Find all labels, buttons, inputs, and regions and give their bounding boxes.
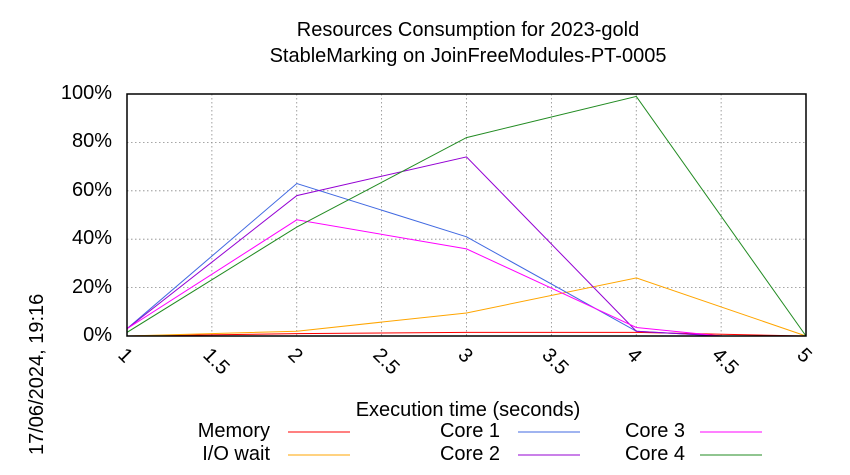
series-lines <box>126 95 807 337</box>
legend <box>288 431 762 456</box>
x-axis-label: Execution time (seconds) <box>355 399 581 421</box>
legend-label: Core 3 <box>624 420 685 442</box>
timestamp-label: 17/06/2024, 19:16 <box>26 293 48 455</box>
y-tick-label: 0% <box>83 324 112 346</box>
chart-title: Resources Consumption for 2023-gold <box>296 19 640 41</box>
chart-subtitle: StableMarking on JoinFreeModules-PT-0005 <box>269 45 667 67</box>
series-line-i-o-wait <box>126 277 807 337</box>
legend-label: Core 4 <box>624 443 685 465</box>
legend-label: Core 2 <box>439 443 500 465</box>
y-tick-label: 60% <box>71 178 112 201</box>
legend-label: Core 1 <box>439 420 500 442</box>
y-tick-label: 20% <box>71 275 112 298</box>
legend-label: Memory <box>197 420 270 442</box>
y-tick-label: 40% <box>71 227 112 250</box>
y-tick-label: 100% <box>60 82 112 104</box>
legend-label: I/O wait <box>202 443 270 465</box>
grid <box>126 93 807 337</box>
y-tick-label: 80% <box>71 130 112 153</box>
plot-frame <box>126 93 807 337</box>
series-line-core-4 <box>126 95 807 337</box>
